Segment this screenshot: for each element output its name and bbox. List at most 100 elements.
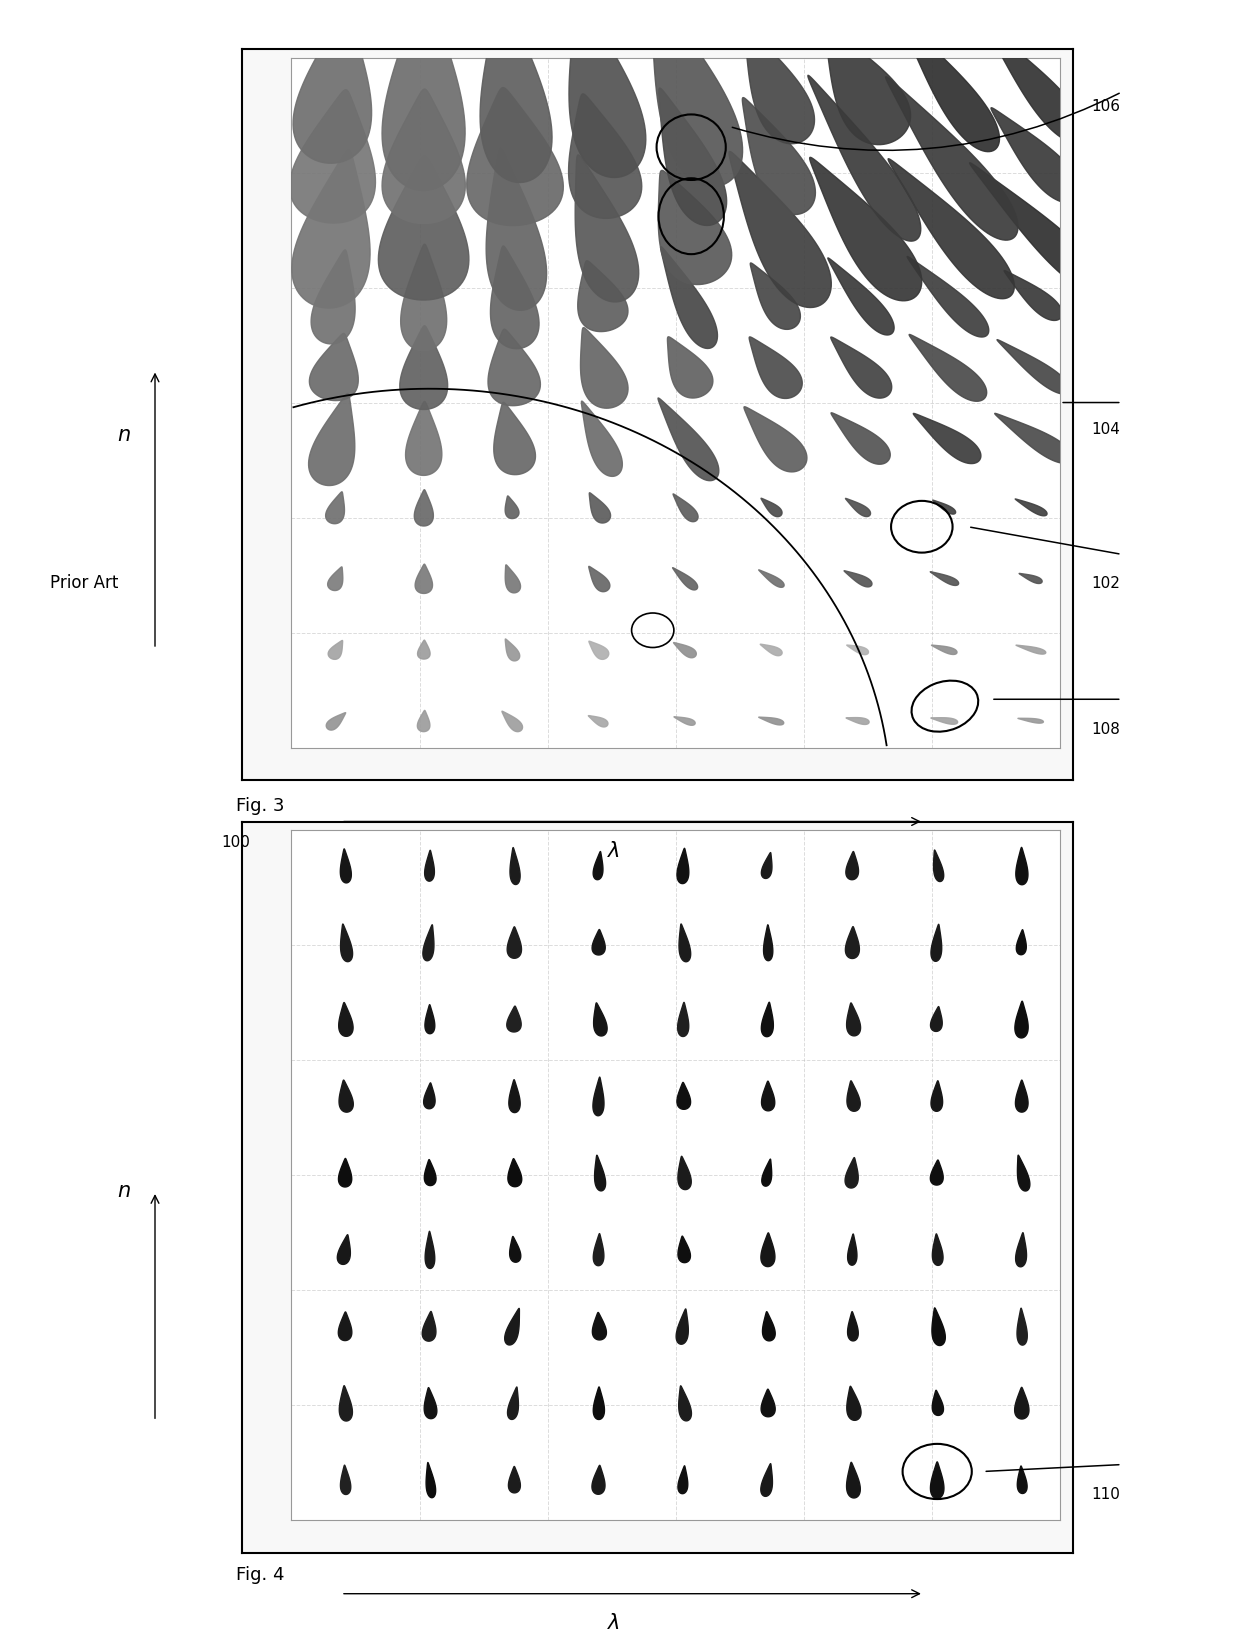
Polygon shape xyxy=(667,337,713,398)
Polygon shape xyxy=(934,849,944,882)
Polygon shape xyxy=(505,496,520,519)
Polygon shape xyxy=(423,925,434,961)
Polygon shape xyxy=(932,1308,945,1346)
Polygon shape xyxy=(1018,1155,1030,1191)
Polygon shape xyxy=(489,329,541,406)
Polygon shape xyxy=(994,414,1073,463)
Polygon shape xyxy=(593,1234,604,1265)
Polygon shape xyxy=(401,245,446,350)
Polygon shape xyxy=(1014,1387,1029,1420)
Polygon shape xyxy=(743,97,816,215)
Polygon shape xyxy=(508,1079,520,1112)
Polygon shape xyxy=(594,1002,608,1037)
Polygon shape xyxy=(589,641,609,659)
Polygon shape xyxy=(293,8,372,163)
Polygon shape xyxy=(507,1387,518,1420)
Text: n: n xyxy=(118,426,130,445)
Polygon shape xyxy=(424,1160,436,1186)
Polygon shape xyxy=(678,1387,692,1421)
Polygon shape xyxy=(425,1231,435,1268)
Polygon shape xyxy=(810,158,921,301)
Polygon shape xyxy=(507,927,522,958)
Polygon shape xyxy=(589,493,610,522)
Polygon shape xyxy=(329,641,342,659)
Polygon shape xyxy=(808,76,921,242)
Polygon shape xyxy=(673,495,698,522)
Polygon shape xyxy=(339,1002,353,1037)
Polygon shape xyxy=(831,337,892,398)
Polygon shape xyxy=(491,246,539,348)
Polygon shape xyxy=(761,853,773,879)
Text: 102: 102 xyxy=(1091,575,1120,590)
Text: 110: 110 xyxy=(1091,1487,1120,1502)
Polygon shape xyxy=(991,108,1081,202)
Polygon shape xyxy=(760,644,782,656)
Polygon shape xyxy=(1016,848,1028,884)
Polygon shape xyxy=(847,1462,861,1498)
Text: 100: 100 xyxy=(221,835,250,849)
Polygon shape xyxy=(505,565,521,593)
Text: Fig. 3: Fig. 3 xyxy=(236,797,284,815)
Polygon shape xyxy=(580,327,627,407)
Polygon shape xyxy=(847,1387,861,1420)
Polygon shape xyxy=(744,26,815,143)
Polygon shape xyxy=(846,1158,858,1188)
Polygon shape xyxy=(340,1385,352,1421)
Polygon shape xyxy=(844,570,872,587)
Polygon shape xyxy=(405,401,441,475)
Polygon shape xyxy=(578,261,627,332)
Polygon shape xyxy=(569,0,646,177)
Polygon shape xyxy=(593,1313,606,1341)
Text: n: n xyxy=(118,1181,130,1201)
Polygon shape xyxy=(414,490,433,526)
Text: 104: 104 xyxy=(1091,422,1120,437)
Polygon shape xyxy=(399,325,448,409)
Polygon shape xyxy=(1017,930,1027,955)
Polygon shape xyxy=(339,1079,353,1112)
Polygon shape xyxy=(847,1081,861,1111)
Polygon shape xyxy=(729,151,831,307)
Polygon shape xyxy=(931,646,957,654)
Polygon shape xyxy=(1016,1232,1027,1267)
Text: λ: λ xyxy=(608,841,620,861)
Polygon shape xyxy=(761,1232,775,1267)
Polygon shape xyxy=(675,716,696,725)
Polygon shape xyxy=(678,1236,691,1263)
Polygon shape xyxy=(339,1158,352,1186)
Polygon shape xyxy=(595,1155,605,1191)
Polygon shape xyxy=(848,1234,857,1265)
Polygon shape xyxy=(759,570,784,587)
Polygon shape xyxy=(480,0,552,182)
Polygon shape xyxy=(678,1157,691,1190)
Polygon shape xyxy=(589,567,610,591)
Text: 106: 106 xyxy=(1091,99,1120,115)
Polygon shape xyxy=(658,89,727,225)
Polygon shape xyxy=(744,407,807,472)
Polygon shape xyxy=(672,568,698,590)
Polygon shape xyxy=(507,1006,521,1032)
Polygon shape xyxy=(510,1237,521,1262)
Polygon shape xyxy=(508,1467,521,1493)
Polygon shape xyxy=(505,639,520,660)
Polygon shape xyxy=(914,414,981,463)
Polygon shape xyxy=(831,412,890,465)
Polygon shape xyxy=(1016,499,1047,516)
Polygon shape xyxy=(930,572,959,585)
Polygon shape xyxy=(339,1313,352,1341)
Polygon shape xyxy=(290,90,376,223)
Polygon shape xyxy=(569,94,642,219)
Polygon shape xyxy=(932,499,956,514)
Polygon shape xyxy=(424,851,434,881)
Polygon shape xyxy=(761,1464,773,1497)
Polygon shape xyxy=(1004,271,1063,320)
Polygon shape xyxy=(930,1160,944,1185)
Polygon shape xyxy=(341,1466,351,1495)
Polygon shape xyxy=(1017,1308,1027,1346)
Polygon shape xyxy=(678,1466,688,1493)
Polygon shape xyxy=(931,1081,942,1111)
Polygon shape xyxy=(888,159,1014,299)
Polygon shape xyxy=(1017,1466,1027,1493)
Polygon shape xyxy=(327,567,342,590)
Polygon shape xyxy=(846,851,858,879)
Polygon shape xyxy=(909,335,987,401)
